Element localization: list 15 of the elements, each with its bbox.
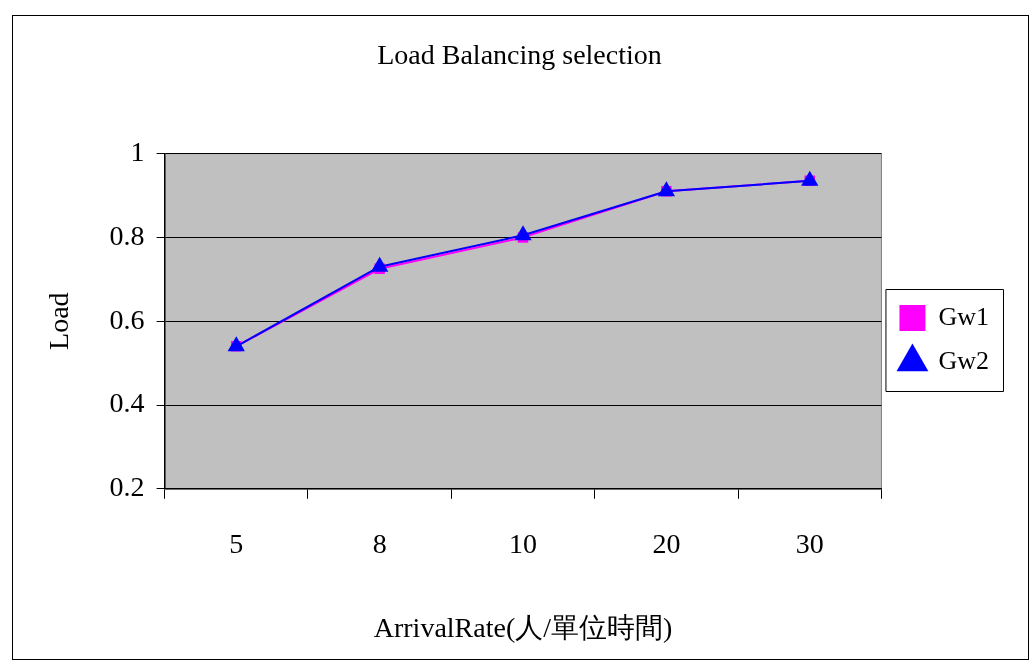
- y-tick-label: 0.2: [109, 471, 145, 503]
- y-axis-title: Load: [43, 292, 75, 350]
- chart-title: Load Balancing selection: [377, 39, 662, 71]
- y-tick-label: 1: [130, 135, 145, 167]
- y-tick-label: 0.6: [109, 303, 145, 335]
- y-tick-label: 0.4: [109, 387, 145, 419]
- x-tick-label: 8: [372, 527, 387, 559]
- x-tick-label: 10: [509, 527, 538, 559]
- legend-label: Gw2: [938, 345, 990, 375]
- x-tick-label: 20: [652, 527, 681, 559]
- x-tick-label: 5: [229, 527, 244, 559]
- x-tick-label: 30: [795, 527, 824, 559]
- y-tick-label: 0.8: [109, 219, 145, 251]
- legend-label: Gw1: [938, 301, 990, 331]
- x-axis-title: ArrivalRate(人/單位時間): [373, 611, 673, 643]
